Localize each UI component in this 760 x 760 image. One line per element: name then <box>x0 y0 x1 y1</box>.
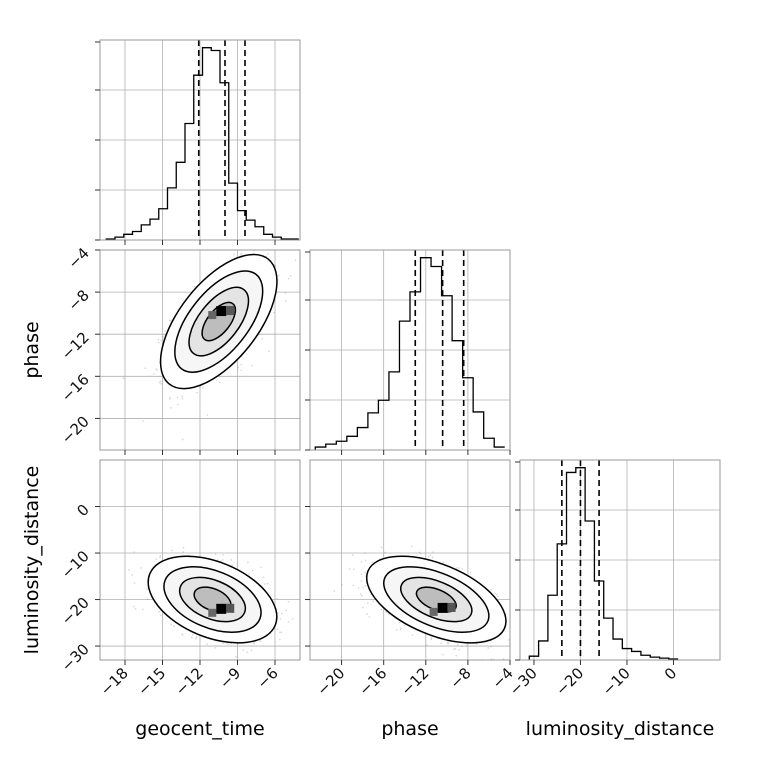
density-cell <box>208 311 217 320</box>
x-tick-label: −16 <box>355 664 390 699</box>
x-tick-label: −12 <box>398 664 433 699</box>
x-axis-label-phase: phase <box>381 718 438 740</box>
y-tick-label: −8 <box>64 286 92 314</box>
density-cell <box>447 602 456 612</box>
y-tick-label: −20 <box>58 413 93 448</box>
x-tick-label: −8 <box>446 664 474 692</box>
x-tick-label: 0 <box>661 664 680 683</box>
histogram-luminosity_distance <box>519 459 721 661</box>
panel-geocent_time-vs-luminosity_distance <box>99 459 301 661</box>
y-tick-label: −30 <box>58 640 93 675</box>
histogram-geocent_time <box>99 39 301 241</box>
x-axis-label-luminosity-distance: luminosity_distance <box>526 718 715 740</box>
x-tick-label: −20 <box>313 664 348 699</box>
y-axis-label-phase: phase <box>21 321 43 378</box>
density-peak <box>216 306 227 317</box>
histogram-line <box>528 467 679 660</box>
density-cell <box>208 608 217 617</box>
x-tick-label: −18 <box>97 664 132 699</box>
panel-geocent_time-vs-phase <box>99 249 301 451</box>
density-peak <box>437 602 448 613</box>
density-cell <box>429 607 438 616</box>
y-tick-label: −20 <box>58 594 93 629</box>
panel-phase-vs-luminosity_distance <box>309 459 511 661</box>
panel-content <box>100 460 300 660</box>
density-peak <box>216 603 227 614</box>
histogram-phase <box>309 249 511 451</box>
panel-content <box>100 250 300 450</box>
axes-frame <box>309 459 511 661</box>
x-tick-label: −20 <box>552 664 587 699</box>
density-cell <box>226 306 235 316</box>
x-axis-label-geocent-time: geocent_time <box>135 718 264 740</box>
y-tick-label: −10 <box>58 547 93 582</box>
y-axis-label-luminosity-distance: luminosity_distance <box>21 466 43 655</box>
x-tick-label: −10 <box>599 664 634 699</box>
histogram-line <box>314 257 505 450</box>
y-tick-label: −12 <box>58 328 93 363</box>
y-tick-label: −4 <box>64 244 92 272</box>
x-tick-label: −9 <box>216 664 244 692</box>
x-tick-label: −6 <box>253 664 281 692</box>
y-tick-label: −16 <box>58 370 93 405</box>
density-cell <box>226 603 235 613</box>
y-tick-label: 0 <box>73 501 92 520</box>
x-tick-label: −12 <box>172 664 207 699</box>
histogram-line <box>105 47 299 240</box>
x-tick-label: −15 <box>134 664 169 699</box>
panel-content <box>310 460 510 660</box>
